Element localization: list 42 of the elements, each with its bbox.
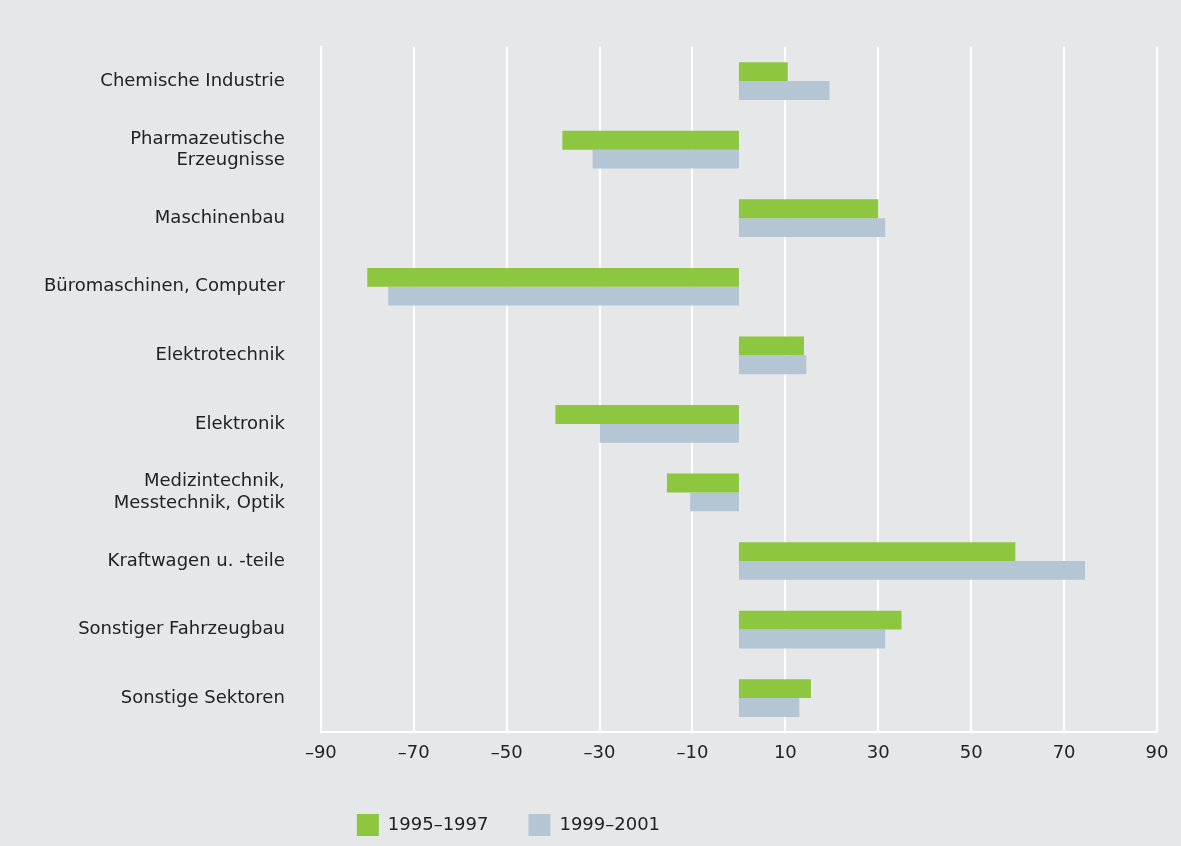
x-tick-label: 10 xyxy=(773,740,797,762)
bar xyxy=(388,286,739,306)
bar xyxy=(367,267,739,287)
y-tick-label: Medizintechnik, Messtechnik, Optik xyxy=(113,469,286,512)
bar xyxy=(592,149,739,169)
x-tick-label: –90 xyxy=(304,740,337,762)
bar xyxy=(738,542,1016,561)
bar xyxy=(738,218,886,238)
bar xyxy=(738,679,811,699)
x-tick-label: 90 xyxy=(1145,740,1169,762)
x-tick-label: 50 xyxy=(959,740,983,762)
bar xyxy=(738,62,788,82)
y-tick-label: Büromaschinen, Computer xyxy=(43,274,286,296)
y-tick-label: Elektrotechnik xyxy=(155,342,286,364)
bar xyxy=(738,336,804,356)
bar xyxy=(738,199,879,219)
bar xyxy=(738,698,800,717)
x-tick-label: –30 xyxy=(583,740,616,762)
x-tick-label: 70 xyxy=(1052,740,1076,762)
x-tick-label: 30 xyxy=(866,740,890,762)
y-tick-label: Pharmazeutische Erzeugnisse xyxy=(130,126,285,170)
bar xyxy=(738,355,807,375)
y-tick-label: Chemische Industrie xyxy=(100,68,285,90)
bar xyxy=(690,492,739,512)
y-tick-label: Kraftwagen u. -teile xyxy=(107,548,285,570)
x-tick-label: –50 xyxy=(490,740,523,762)
y-tick-label: Sonstiger Fahrzeugbau xyxy=(78,617,285,639)
bar xyxy=(666,473,739,493)
y-tick-label: Sonstige Sektoren xyxy=(120,685,285,707)
bar xyxy=(738,561,1085,580)
bar xyxy=(555,405,739,424)
y-tick-label: Maschinenbau xyxy=(154,205,285,227)
bar xyxy=(738,610,902,630)
y-tick-label: Elektronik xyxy=(195,411,286,433)
bar xyxy=(562,130,739,150)
bar xyxy=(738,81,830,100)
bar xyxy=(599,423,739,443)
x-tick-label: –10 xyxy=(676,740,709,762)
bar xyxy=(738,629,886,649)
legend-label: 1999–2001 xyxy=(559,812,661,834)
x-tick-label: –70 xyxy=(397,740,430,762)
legend-label: 1995–1997 xyxy=(387,812,489,834)
